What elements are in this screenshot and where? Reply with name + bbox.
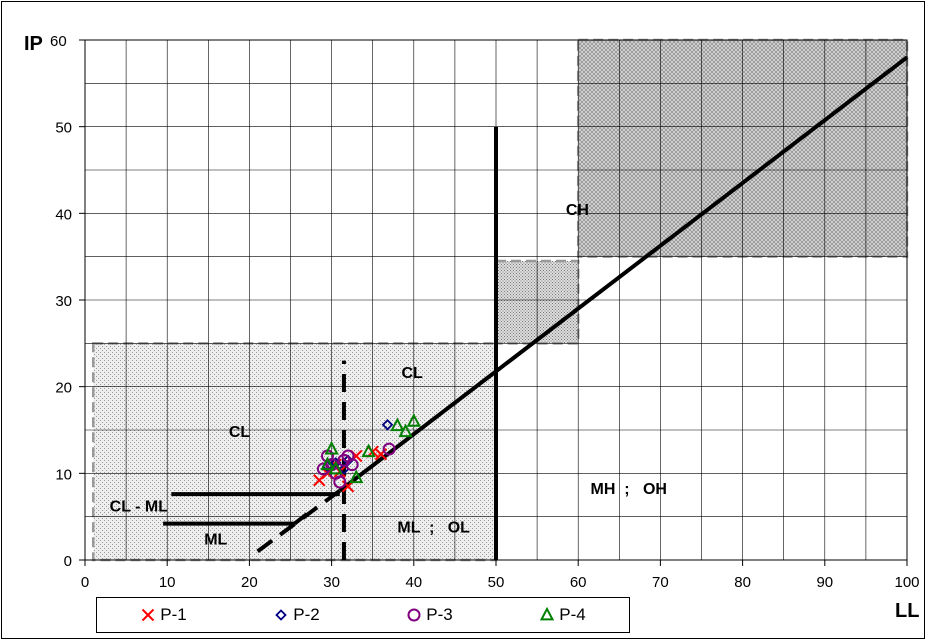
x-tick-label: 100 [894,574,919,591]
zone-label: ML [204,531,227,548]
a-line [338,55,909,493]
legend-marker [142,608,155,622]
point-p-3 [345,458,359,472]
legend-marker-triangle-icon [540,607,555,621]
y-tick-label: 20 [55,380,72,397]
legend-item-p-2: P-2 [273,605,320,625]
zone-label: CL [401,365,423,382]
legend-label: P-2 [293,605,320,624]
x-tick-label: 50 [488,574,505,591]
legend-marker-circle-icon [407,608,421,622]
zone-label: CL - ML [110,498,169,515]
a-line-extension [256,489,342,553]
zone-label: CH [566,202,589,219]
y-tick-label: 40 [55,206,72,223]
legend-marker-diamond-icon [275,609,288,621]
x-tick-label: 0 [81,574,89,591]
legend-label: P-3 [426,605,453,624]
zone-label: ML ; OL [397,519,470,536]
point-p-4 [390,417,405,432]
y-tick-label: 10 [55,466,72,483]
legend-marker [407,608,421,622]
point-p-4 [349,469,364,484]
x-tick-label: 30 [323,574,340,591]
y-tick-label: 60 [50,33,67,50]
y-axis-title: IP [24,33,43,55]
grid-layer: 0 10 20 30 40 50 60 70 80 90 100 0 10 20 30 40 50 60 [50,33,920,591]
point-p-4 [361,443,376,458]
x-tick-label: 60 [570,574,587,591]
x-tick-label: 20 [241,574,258,591]
point-p-4 [320,456,335,471]
x-tick-label: 80 [734,574,751,591]
point-p-4 [328,460,343,475]
x-tick-label: 10 [159,574,176,591]
legend: P-1 P-2 P-3 P-4 [96,597,630,633]
point-p-3 [333,475,347,489]
point-p-4 [406,413,421,427]
legend-label: P-1 [160,605,187,624]
y-tick-label: 50 [55,120,72,137]
legend-item-p-3: P-3 [406,605,453,625]
legend-marker [540,607,555,621]
y-tick-label: 30 [55,293,72,310]
legend-marker [275,609,288,621]
lines-layer [163,55,909,560]
ip-4-connector [293,512,309,526]
labels-layer: CH CL CL CL - ML ML ML ; OL MH ; OH [110,202,667,548]
points-layer [313,413,421,493]
legend-item-p-1: P-1 [140,605,187,625]
x-tick-label: 40 [405,574,422,591]
x-tick-label: 70 [652,574,669,591]
x-axis-title: LL [895,600,919,622]
legend-item-p-4: P-4 [539,605,586,625]
x-tick-label: 90 [816,574,833,591]
zone-label: MH ; OH [591,481,667,498]
legend-label: P-4 [559,605,586,624]
zone-label: CL [229,424,251,441]
point-p-2 [381,419,394,431]
point-p-4 [398,423,413,438]
legend-marker-x-icon [142,608,155,622]
y-tick-label: 0 [64,553,72,570]
point-p-4 [324,440,339,455]
point-p-3 [382,442,396,456]
